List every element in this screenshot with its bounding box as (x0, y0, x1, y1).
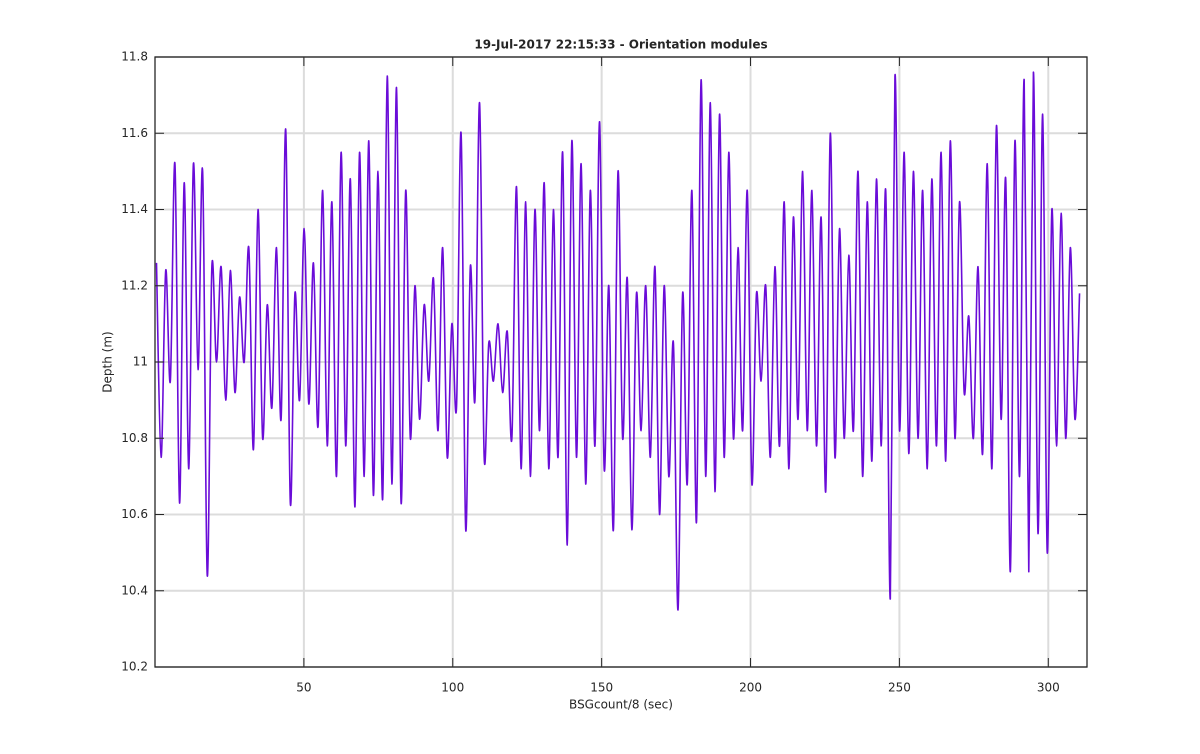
y-tick-label: 11.2 (121, 278, 148, 292)
x-tick-label: 50 (296, 681, 311, 695)
chart-title: 19-Jul-2017 22:15:33 - Orientation modul… (474, 38, 767, 52)
y-tick-label: 11.4 (121, 202, 148, 216)
x-axis-label: BSGcount/8 (sec) (569, 698, 673, 712)
y-tick-label: 11.8 (121, 50, 148, 64)
y-tick-label: 10.8 (121, 431, 148, 445)
y-tick-label: 10.4 (121, 583, 148, 597)
data-line (155, 71, 1081, 611)
x-tick-label: 200 (739, 681, 762, 695)
x-tick-label: 250 (888, 681, 911, 695)
y-axis-label: Depth (m) (101, 331, 115, 392)
y-tick-label: 10.2 (121, 660, 148, 674)
y-tick-label: 11 (133, 355, 148, 369)
y-tick-label: 10.6 (121, 507, 148, 521)
x-tick-label: 100 (441, 681, 464, 695)
x-tick-label: 150 (590, 681, 613, 695)
x-tick-label: 300 (1037, 681, 1060, 695)
y-tick-label: 11.6 (121, 126, 148, 140)
